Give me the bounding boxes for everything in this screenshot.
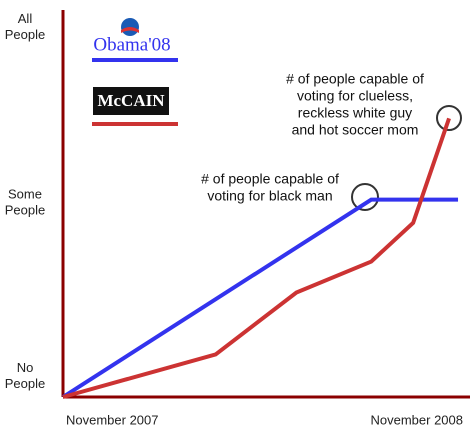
x-tick-label: November 2007 (66, 412, 159, 427)
highlight-circle (351, 183, 379, 211)
y-tick-label: No People (5, 360, 45, 391)
annotation: # of people capable of (201, 171, 339, 187)
highlight-circle (436, 105, 462, 131)
annotation: and hot soccer mom (292, 122, 419, 138)
annotation: # of people capable of (286, 71, 424, 87)
x-tick-label: November 2008 (371, 412, 464, 427)
y-tick-label: Some People (5, 187, 45, 218)
annotation: voting for black man (207, 188, 332, 204)
annotation: voting for clueless, (297, 88, 413, 104)
mccain-logo (93, 87, 169, 115)
annotation: reckless white guy (298, 105, 412, 121)
legend-label: Obama'08 (93, 34, 170, 55)
line (61, 197, 459, 399)
legend-label: McCAIN (97, 91, 165, 110)
line (62, 117, 451, 399)
y-tick-label: All People (5, 11, 45, 42)
obama-logo-stripe (121, 27, 139, 33)
